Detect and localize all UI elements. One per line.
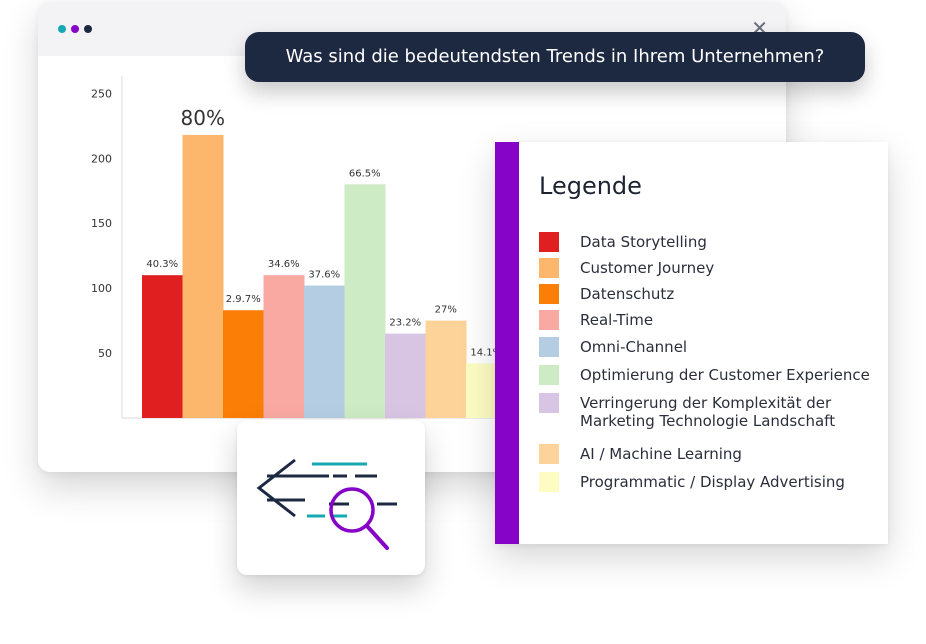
data-label: 23.2% xyxy=(389,318,421,329)
y-tick-label: 150 xyxy=(91,217,112,230)
legend-label: Optimierung der Customer Experience xyxy=(580,366,870,384)
legend-label: Customer Journey xyxy=(580,259,715,277)
legend-label: Omni-Channel xyxy=(580,338,688,356)
legend-label: Real-Time xyxy=(580,311,654,329)
data-label: 2.9.7% xyxy=(226,294,261,305)
window-dot-teal xyxy=(58,25,66,33)
bar-1 xyxy=(142,275,183,418)
legend-accent-bar xyxy=(495,142,519,544)
legend-swatch xyxy=(539,258,559,278)
legend-panel: Legende Data Storytelling Customer Journe… xyxy=(495,142,888,544)
legend-label: Datenschutz xyxy=(580,285,675,303)
legend-label: Data Storytelling xyxy=(580,233,707,251)
legend-swatch xyxy=(539,337,559,357)
data-label: 66.5% xyxy=(349,168,381,179)
data-label: 27% xyxy=(435,305,457,316)
legend-swatch xyxy=(539,393,559,413)
data-label: 80% xyxy=(181,106,225,130)
bar-6 xyxy=(344,184,386,418)
search-trend-card xyxy=(237,420,425,575)
legend-swatch xyxy=(539,472,559,492)
legend-swatch xyxy=(539,444,559,464)
bar-8 xyxy=(425,320,467,418)
legend-label: AI / Machine Learning xyxy=(580,445,742,463)
legend-label: Programmatic / Display Advertising xyxy=(580,473,845,491)
legend-swatch xyxy=(539,232,559,252)
y-tick-label: 200 xyxy=(91,152,112,165)
bar-2 xyxy=(182,134,224,418)
data-label: 34.6% xyxy=(268,259,300,270)
question-bubble: Was sind die bedeutendsten Trends in Ihr… xyxy=(245,32,865,82)
bar-4 xyxy=(263,275,305,418)
legend-swatch xyxy=(539,284,559,304)
window-dot-navy xyxy=(84,25,92,33)
bar-chart: 250 200 150 100 50 40.3% 80% 2.9.7% 34.6% 37.6% 66… xyxy=(91,76,786,419)
legend-label: Verringerung der Komplexität der Marketi… xyxy=(580,394,836,430)
bar-3 xyxy=(223,310,264,418)
data-label: 37.6% xyxy=(308,270,340,281)
data-label: 14.1% xyxy=(470,347,502,358)
search-trend-icon xyxy=(256,458,397,550)
bar-5 xyxy=(304,285,345,418)
legend-swatch xyxy=(539,365,559,385)
data-label: 40.3% xyxy=(146,259,178,270)
y-tick-label: 100 xyxy=(91,282,112,295)
y-tick-label: 250 xyxy=(91,87,112,100)
window-dot-purple xyxy=(71,25,79,33)
legend-title: Legende xyxy=(539,172,642,200)
y-tick-label: 50 xyxy=(98,347,112,360)
bar-7 xyxy=(385,333,426,418)
legend-swatch xyxy=(539,310,559,330)
